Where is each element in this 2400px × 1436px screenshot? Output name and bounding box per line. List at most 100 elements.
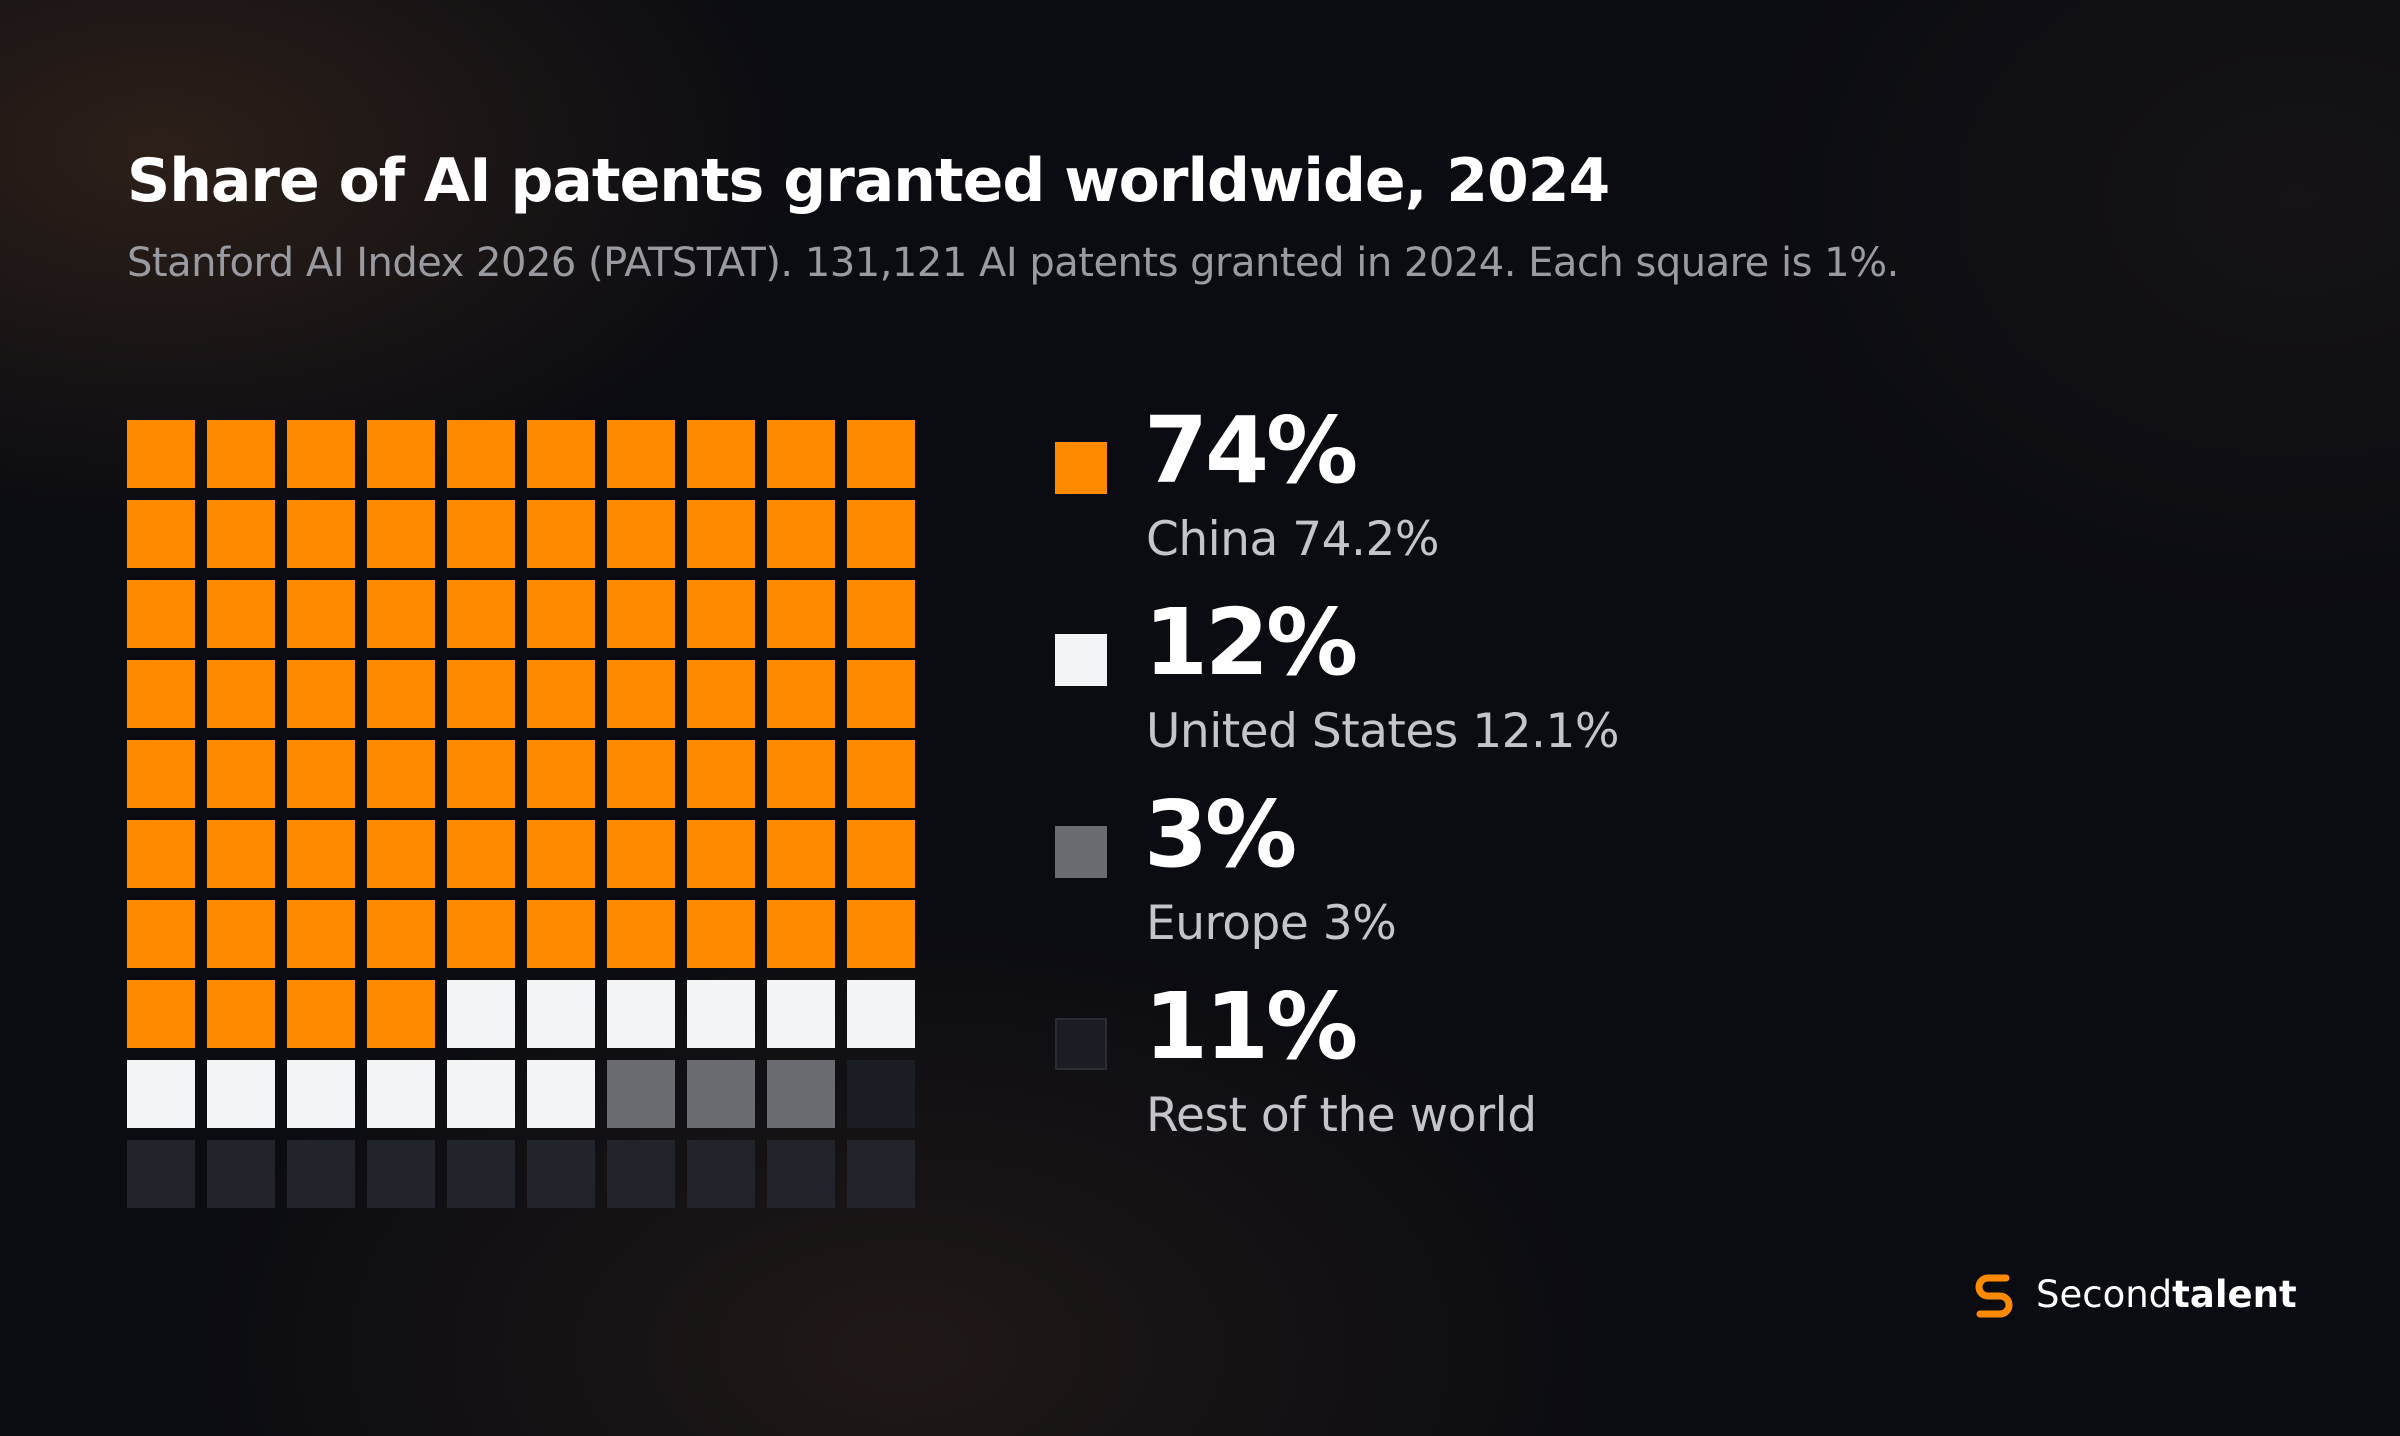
- waffle-square-rest-of-the-world: [847, 1140, 915, 1208]
- secondtalent-logo-icon: [1975, 1274, 2013, 1318]
- waffle-square-china: [767, 900, 835, 968]
- waffle-square-china: [527, 900, 595, 968]
- legend: 74% China 74.2% 12% United States 12.1% …: [1055, 400, 1955, 1168]
- waffle-square-rest-of-the-world: [687, 1140, 755, 1208]
- waffle-square-china: [207, 500, 275, 568]
- waffle-square-china: [847, 900, 915, 968]
- waffle-square-china: [527, 740, 595, 808]
- waffle-square-china: [527, 420, 595, 488]
- waffle-square-china: [287, 980, 355, 1048]
- waffle-square-china: [447, 740, 515, 808]
- waffle-square-china: [287, 820, 355, 888]
- waffle-square-china: [527, 500, 595, 568]
- brand-name: Secondtalent: [2036, 1273, 2297, 1316]
- waffle-square-rest-of-the-world: [207, 1140, 275, 1208]
- waffle-square-china: [607, 820, 675, 888]
- waffle-square-china: [767, 580, 835, 648]
- waffle-square-rest-of-the-world: [127, 1140, 195, 1208]
- waffle-square-rest-of-the-world: [527, 1140, 595, 1208]
- waffle-square-united-states: [367, 1060, 435, 1128]
- waffle-square-europe: [607, 1060, 675, 1128]
- waffle-square-china: [847, 420, 915, 488]
- waffle-square-china: [367, 740, 435, 808]
- waffle-square-united-states: [687, 980, 755, 1048]
- waffle-square-china: [287, 500, 355, 568]
- waffle-square-china: [687, 500, 755, 568]
- waffle-square-china: [447, 660, 515, 728]
- legend-item-china: 74% China 74.2%: [1055, 400, 1955, 592]
- legend-label-rest-of-world: Rest of the world: [1146, 1088, 1537, 1143]
- waffle-square-china: [687, 740, 755, 808]
- legend-swatch-rest-of-world: [1055, 1018, 1107, 1070]
- waffle-square-china: [127, 900, 195, 968]
- legend-swatch-united-states: [1055, 634, 1107, 686]
- waffle-square-china: [607, 580, 675, 648]
- chart-title: Share of AI patents granted worldwide, 2…: [127, 146, 1610, 216]
- waffle-square-china: [847, 660, 915, 728]
- waffle-chart: [127, 420, 915, 1208]
- waffle-square-china: [367, 580, 435, 648]
- waffle-square-china: [527, 580, 595, 648]
- legend-label-united-states: United States 12.1%: [1146, 704, 1620, 759]
- waffle-square-china: [847, 740, 915, 808]
- legend-item-united-states: 12% United States 12.1%: [1055, 592, 1955, 784]
- waffle-square-china: [607, 740, 675, 808]
- waffle-square-united-states: [447, 980, 515, 1048]
- waffle-square-rest-of-the-world: [767, 1140, 835, 1208]
- legend-item-rest-of-world: 11% Rest of the world: [1055, 976, 1955, 1168]
- legend-label-europe: Europe 3%: [1146, 896, 1397, 951]
- chart-subtitle: Stanford AI Index 2026 (PATSTAT). 131,12…: [127, 240, 1899, 286]
- waffle-square-china: [527, 820, 595, 888]
- waffle-square-united-states: [847, 980, 915, 1048]
- waffle-square-united-states: [287, 1060, 355, 1128]
- waffle-square-china: [287, 900, 355, 968]
- waffle-square-united-states: [527, 1060, 595, 1128]
- waffle-square-china: [367, 820, 435, 888]
- waffle-square-rest-of-the-world: [847, 1060, 915, 1128]
- waffle-square-china: [127, 420, 195, 488]
- waffle-square-china: [287, 420, 355, 488]
- legend-value-rest-of-world: 11%: [1144, 973, 1358, 1080]
- waffle-square-united-states: [127, 1060, 195, 1128]
- waffle-square-china: [127, 820, 195, 888]
- legend-swatch-china: [1055, 442, 1107, 494]
- waffle-square-china: [287, 660, 355, 728]
- waffle-square-china: [767, 820, 835, 888]
- waffle-square-china: [127, 660, 195, 728]
- waffle-square-china: [367, 900, 435, 968]
- waffle-square-china: [847, 500, 915, 568]
- waffle-square-china: [207, 980, 275, 1048]
- waffle-square-china: [847, 580, 915, 648]
- waffle-square-united-states: [207, 1060, 275, 1128]
- waffle-square-china: [767, 420, 835, 488]
- waffle-square-china: [607, 420, 675, 488]
- waffle-square-china: [447, 820, 515, 888]
- waffle-square-china: [767, 500, 835, 568]
- waffle-square-china: [767, 740, 835, 808]
- legend-swatch-europe: [1055, 826, 1107, 878]
- waffle-square-china: [607, 660, 675, 728]
- waffle-square-china: [207, 740, 275, 808]
- waffle-square-united-states: [767, 980, 835, 1048]
- waffle-square-china: [207, 900, 275, 968]
- waffle-square-china: [447, 900, 515, 968]
- waffle-square-china: [687, 820, 755, 888]
- waffle-square-rest-of-the-world: [367, 1140, 435, 1208]
- waffle-square-china: [127, 980, 195, 1048]
- waffle-square-china: [527, 660, 595, 728]
- legend-value-europe: 3%: [1144, 781, 1297, 888]
- waffle-square-china: [687, 660, 755, 728]
- waffle-square-china: [687, 420, 755, 488]
- waffle-square-china: [687, 580, 755, 648]
- waffle-square-china: [447, 420, 515, 488]
- waffle-square-china: [207, 660, 275, 728]
- waffle-square-rest-of-the-world: [607, 1140, 675, 1208]
- waffle-square-china: [207, 580, 275, 648]
- waffle-square-china: [127, 500, 195, 568]
- waffle-square-china: [367, 500, 435, 568]
- waffle-square-china: [607, 900, 675, 968]
- waffle-square-china: [287, 580, 355, 648]
- waffle-square-china: [207, 420, 275, 488]
- brand-name-light: Second: [2036, 1272, 2173, 1316]
- waffle-square-europe: [767, 1060, 835, 1128]
